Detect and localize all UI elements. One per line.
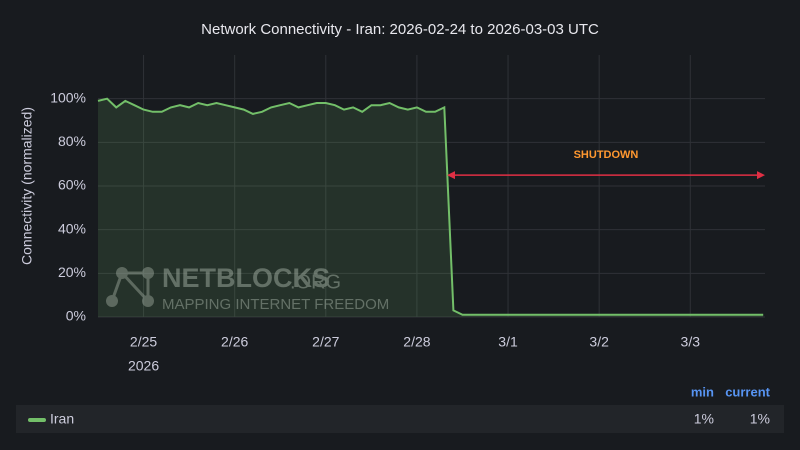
watermark: NETBLOCKS .ORG MAPPING INTERNET FREEDOM [106,263,389,313]
x-tick-label: 2/27 [312,334,339,350]
watermark-icon [110,271,150,303]
watermark-tagline: MAPPING INTERNET FREEDOM [162,296,389,313]
watermark-suffix: .ORG [290,271,341,293]
legend: Iran min 1% current 1% [28,384,771,427]
annotation-label: SHUTDOWN [574,149,639,161]
grid: 0% 20% 40% 60% 80% 100% 2/25 2026 2/26 2/27 2/28 3/… [50,55,765,374]
x-tick-label: 2/28 [403,334,430,350]
legend-label: Iran [50,411,74,427]
x-tick-label: 3/1 [498,334,518,350]
plot: SHUTDOWN [97,97,765,317]
y-tick-label: 60% [58,177,86,193]
y-tick-label: 20% [58,264,86,280]
x-tick-label: 3/3 [681,334,701,350]
y-tick-label: 40% [58,220,86,236]
x-tick-label: 3/2 [589,334,609,350]
legend-stat-header: min [691,384,714,399]
legend-stat-value: 1% [750,411,770,427]
arrow-head [757,171,765,180]
arrow-head [446,171,455,180]
legend-stat-header: current [725,384,770,399]
y-tick-label: 0% [66,308,86,324]
x-tick-label: 2/25 [130,334,157,350]
y-tick-label: 80% [58,133,86,149]
watermark-dots [106,267,154,307]
y-tick-label: 100% [50,89,86,105]
x-tick-sublabel: 2026 [128,358,159,374]
x-tick-label: 2/26 [221,334,248,350]
chart-title: Network Connectivity - Iran: 2026-02-24 … [201,21,599,38]
area [98,98,764,317]
legend-stat-value: 1% [694,411,714,427]
line [97,97,764,316]
watermark-name: NETBLOCKS [162,263,330,293]
y-axis-label: Connectivity (normalized) [19,107,35,265]
legend-row [16,405,784,433]
